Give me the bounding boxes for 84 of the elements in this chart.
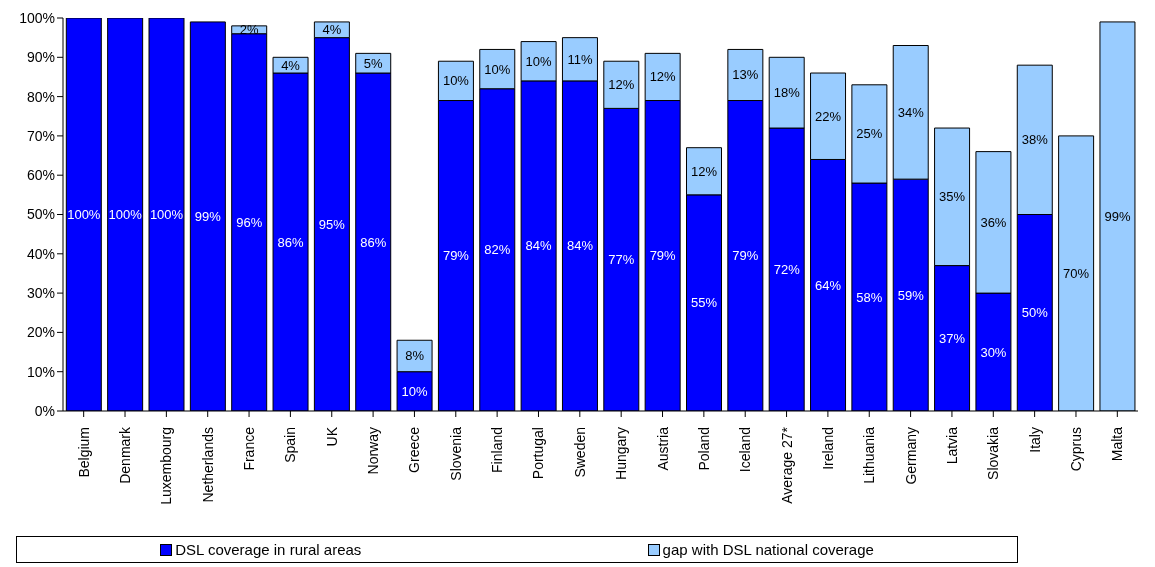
data-label: 12% [690,163,718,179]
data-label: 36% [980,214,1007,230]
data-label: 10% [401,383,429,399]
x-tick-label: Malta [1109,426,1126,462]
x-tick-label: Slovakia [985,426,1002,480]
data-label: 59% [897,287,925,303]
data-label: 12% [608,77,635,93]
x-tick-label: Slovenia [447,426,464,481]
y-tick-label: 30% [26,285,55,302]
data-label: 79% [442,248,470,264]
data-label: 35% [939,189,966,205]
x-tick-label: Belgium [75,427,92,478]
data-label: 11% [567,51,593,67]
data-label: 10% [525,53,553,69]
x-tick-label: Norway [365,427,382,475]
data-label: 25% [856,126,883,142]
x-tick-label: UK [323,426,340,447]
data-label: 70% [1063,265,1090,281]
y-tick-label: 90% [26,49,55,66]
data-label: 12% [649,69,677,85]
data-label: 18% [773,85,801,101]
data-label: 100% [149,207,184,222]
x-tick-label: Austria [654,426,671,471]
data-label: 58% [856,289,883,305]
data-label: 86% [277,234,304,250]
x-tick-label: Finland [489,427,506,473]
data-label: 84% [566,238,594,254]
x-tick-label: Netherlands [199,427,216,503]
data-label: 34% [897,104,925,120]
data-label: 79% [732,248,759,264]
y-tick-label: 60% [26,167,55,184]
y-tick-label: 10% [26,363,55,380]
data-label: 79% [649,248,677,264]
data-label: 8% [405,348,425,364]
data-label: 55% [690,295,718,311]
data-label: 99% [1104,208,1131,224]
data-label: 30% [980,344,1007,360]
data-label: 96% [236,214,263,230]
x-tick-label: Spain [282,427,299,463]
x-tick-label: Hungary [613,427,630,480]
x-tick-label: Latvia [943,426,960,465]
data-label: 10% [484,61,511,77]
x-tick-label: Average 27* [778,426,795,504]
data-label: 4% [322,22,342,38]
data-label: 84% [525,238,553,254]
data-label: 82% [484,242,511,258]
legend-label: DSL coverage in rural areas [175,541,362,558]
x-tick-label: Sweden [571,427,588,478]
y-tick-label: 0% [34,402,55,419]
data-label: 10% [442,73,470,89]
x-tick-label: Cyprus [1067,427,1084,472]
y-tick-label: 40% [26,245,55,262]
y-tick-label: 80% [26,88,55,105]
x-tick-label: Luxembourg [158,427,175,505]
y-tick-label: 70% [26,127,55,144]
data-label: 13% [732,67,759,83]
data-label: 5% [363,55,384,71]
x-tick-label: Greece [406,426,423,473]
data-label: 4% [281,57,301,73]
data-label: 22% [815,108,842,124]
x-tick-label: Iceland [737,427,754,473]
x-tick-label: Ireland [819,427,836,470]
x-tick-label: Portugal [530,427,547,480]
data-label: 72% [773,262,801,278]
data-label: 37% [939,330,966,346]
y-tick-label: 50% [26,206,55,223]
y-tick-label: 100% [19,9,55,26]
x-tick-label: Germany [902,427,919,485]
data-label: 86% [360,234,387,250]
data-label: 77% [608,252,635,268]
data-label: 38% [1021,132,1049,148]
x-tick-label: Denmark [117,426,134,484]
data-label: 100% [108,207,143,222]
data-label: 100% [67,207,101,222]
data-label: 50% [1021,305,1049,321]
x-tick-label: France [241,426,258,471]
y-tick-label: 20% [26,324,55,341]
data-label: 99% [194,208,222,224]
data-label: 95% [318,216,346,232]
x-tick-label: Poland [695,427,712,471]
x-tick-label: Italy [1026,427,1043,453]
legend-label: gap with DSL national coverage [662,541,874,558]
x-tick-label: Lithuania [861,426,878,484]
data-label: 64% [815,277,842,293]
